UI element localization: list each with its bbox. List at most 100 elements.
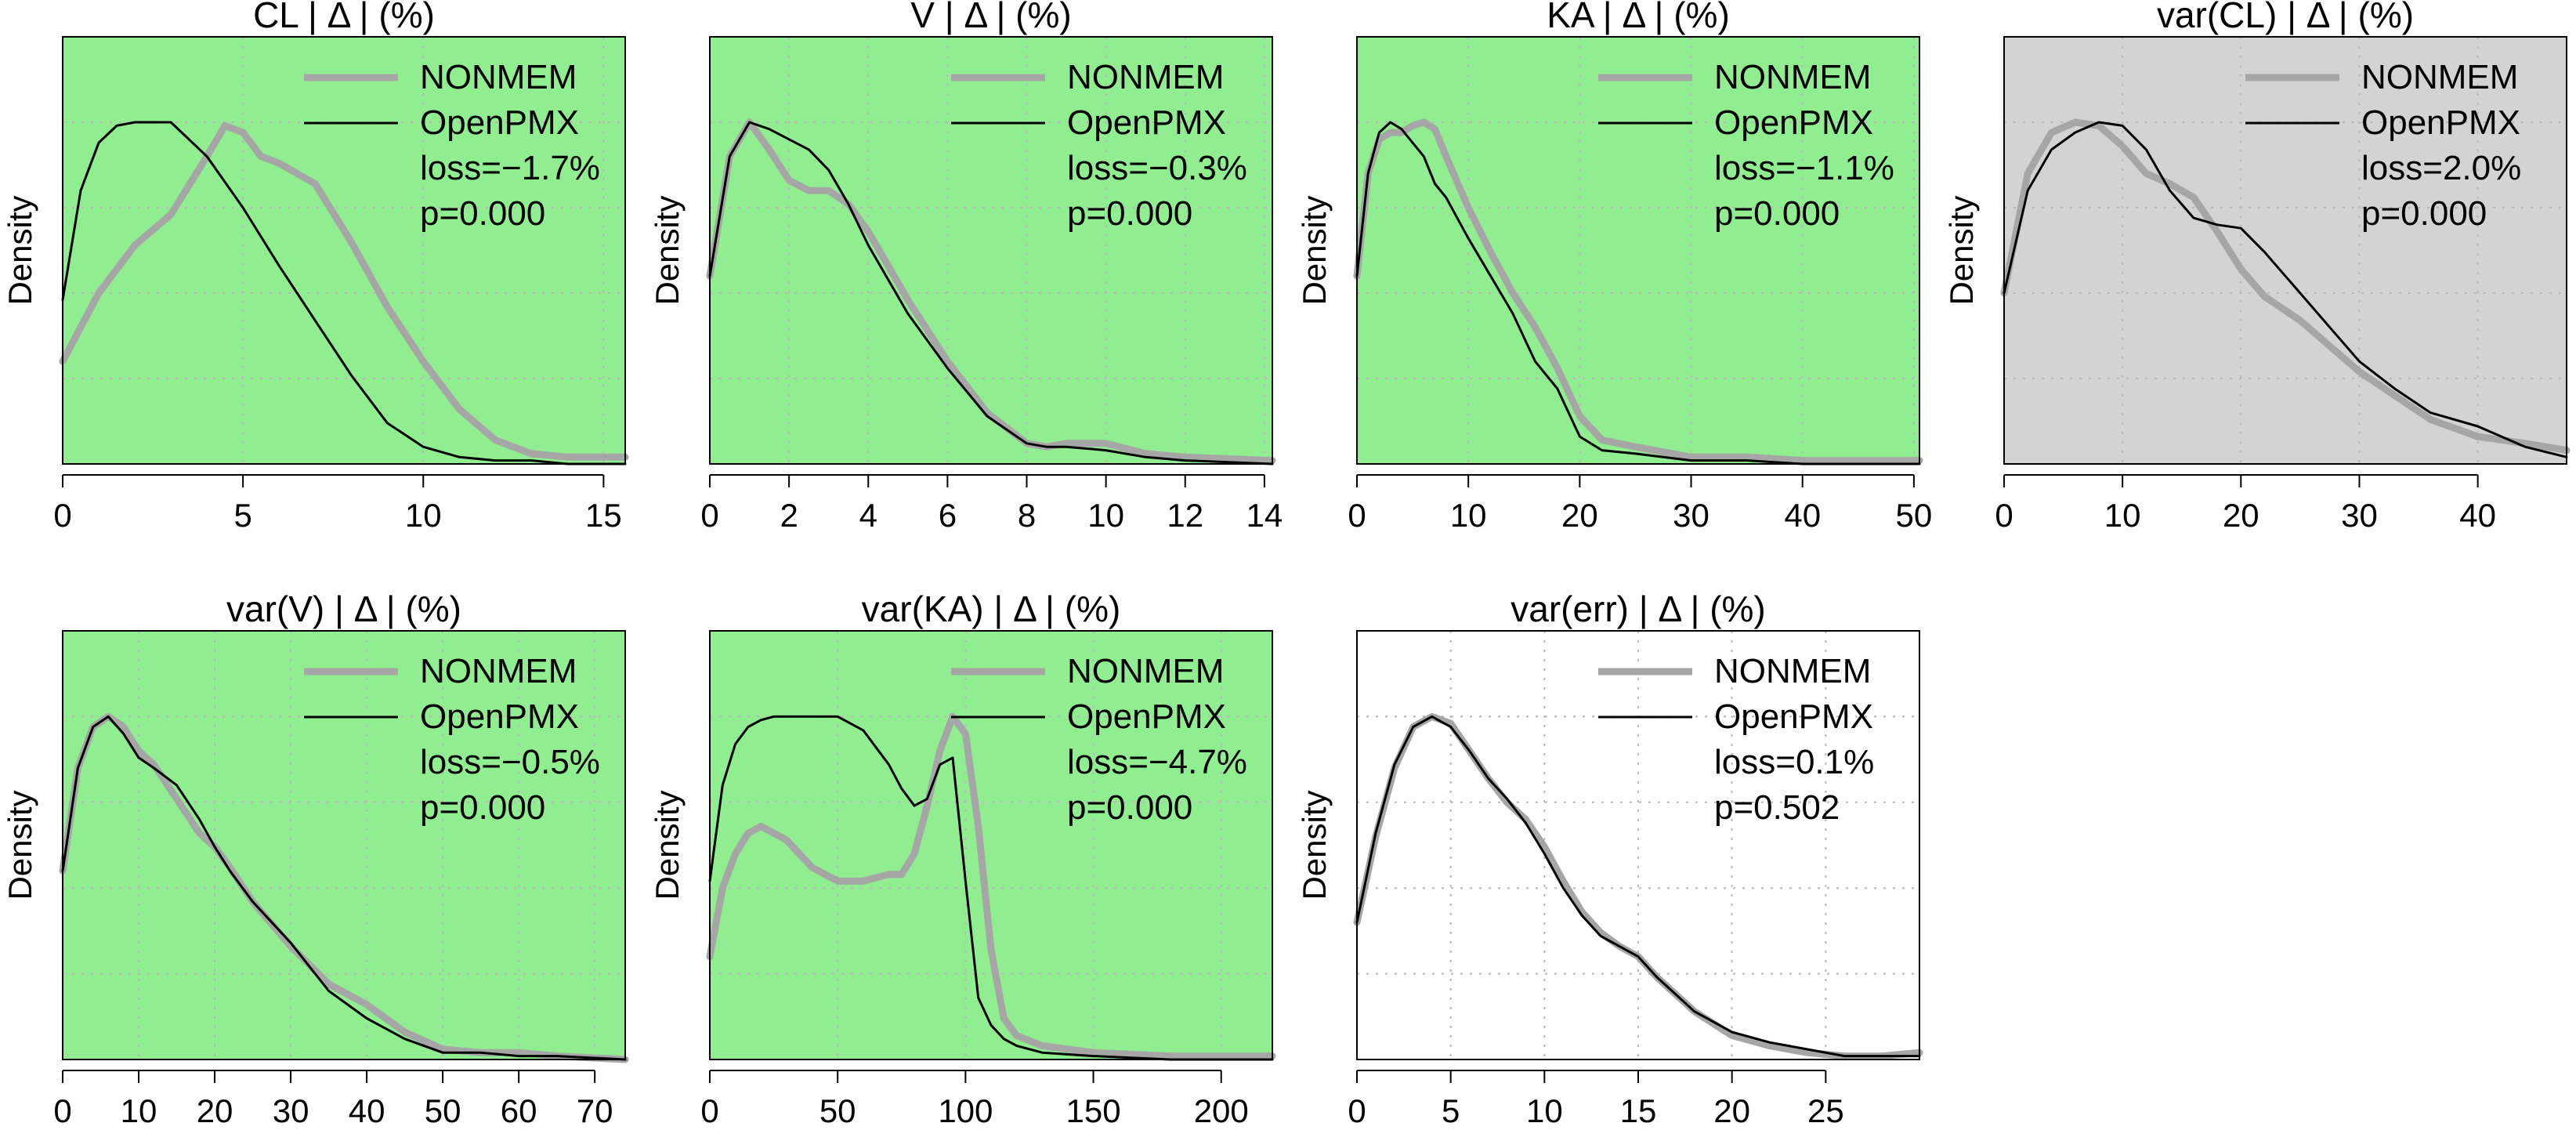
panel-7: var(err) | Δ | (%) Density 0 5 10 15 20 25 NONME… bbox=[1296, 589, 1923, 1129]
legend-label-openpmx: OpenPMX bbox=[1067, 697, 1226, 736]
x-axis: 0 50 100 150 200 bbox=[700, 1070, 1249, 1129]
panel-frame bbox=[2003, 36, 2567, 465]
x-tick-label: 10 bbox=[405, 497, 442, 534]
panel-background bbox=[710, 37, 1272, 464]
x-tick-label: 50 bbox=[819, 1092, 856, 1129]
panel-title: V | Δ | (%) bbox=[910, 0, 1071, 35]
y-axis-label: Density bbox=[1296, 790, 1333, 900]
panel-title: var(CL) | Δ | (%) bbox=[2157, 0, 2414, 35]
x-tick-label: 200 bbox=[1194, 1092, 1249, 1129]
x-tick-label: 40 bbox=[1784, 497, 1821, 534]
x-tick-label: 15 bbox=[585, 497, 622, 534]
x-tick-label: 10 bbox=[2104, 497, 2141, 534]
y-axis-label: Density bbox=[1943, 195, 1980, 305]
x-tick-label: 15 bbox=[1620, 1092, 1657, 1129]
x-tick-label: 0 bbox=[1995, 497, 2013, 534]
panel-frame bbox=[1356, 36, 1920, 465]
series-line-openpmx bbox=[1355, 121, 1921, 465]
x-tick-label: 10 bbox=[1526, 1092, 1563, 1129]
series-line-nonmem bbox=[2000, 118, 2571, 455]
loss-statistic: loss=0.1% bbox=[1714, 743, 1874, 781]
x-tick-label: 0 bbox=[1348, 497, 1366, 534]
legend: NONMEM OpenPMX loss=−4.7% p=0.000 bbox=[951, 652, 1247, 827]
series-line-openpmx bbox=[61, 121, 627, 465]
series-line-nonmem bbox=[706, 118, 1276, 465]
legend-label-nonmem: NONMEM bbox=[1067, 652, 1224, 690]
series-line-nonmem bbox=[1353, 118, 1923, 465]
series-line-openpmx bbox=[1355, 715, 1921, 1058]
x-tick-label: 8 bbox=[1018, 497, 1036, 534]
x-tick-label: 20 bbox=[197, 1092, 233, 1129]
y-axis-label: Density bbox=[649, 195, 686, 305]
p-value-statistic: p=0.000 bbox=[1067, 194, 1192, 233]
panel-title: KA | Δ | (%) bbox=[1547, 0, 1730, 35]
legend: NONMEM OpenPMX loss=−1.1% p=0.000 bbox=[1598, 58, 1894, 233]
x-tick-label: 10 bbox=[1087, 497, 1124, 534]
legend-label-nonmem: NONMEM bbox=[420, 652, 577, 690]
x-tick-label: 20 bbox=[2223, 497, 2259, 534]
panel-background bbox=[710, 631, 1272, 1060]
x-axis: 0 5 10 15 20 25 bbox=[1348, 1070, 1844, 1129]
x-tick-label: 30 bbox=[1673, 497, 1709, 534]
loss-statistic: loss=−0.3% bbox=[1067, 149, 1247, 187]
series-line-openpmx bbox=[708, 121, 1274, 465]
x-tick-label: 0 bbox=[53, 1092, 71, 1129]
legend: NONMEM OpenPMX loss=−1.7% p=0.000 bbox=[304, 58, 600, 233]
x-tick-label: 60 bbox=[501, 1092, 537, 1129]
x-tick-label: 0 bbox=[700, 497, 718, 534]
p-value-statistic: p=0.000 bbox=[1714, 194, 1840, 233]
x-axis: 0 10 20 30 40 50 bbox=[1348, 474, 1932, 534]
legend-label-nonmem: NONMEM bbox=[1067, 58, 1224, 96]
panel-frame bbox=[62, 630, 626, 1060]
panel-frame bbox=[709, 630, 1273, 1060]
x-tick-label: 40 bbox=[349, 1092, 385, 1129]
series-line-openpmx bbox=[61, 715, 627, 1061]
series-line-nonmem bbox=[59, 121, 629, 461]
p-value-statistic: p=0.000 bbox=[2361, 194, 2487, 233]
x-tick-label: 5 bbox=[233, 497, 251, 534]
series-line-nonmem bbox=[706, 712, 1276, 1060]
x-tick-label: 25 bbox=[1807, 1092, 1844, 1129]
x-tick-label: 0 bbox=[700, 1092, 718, 1129]
x-tick-label: 50 bbox=[425, 1092, 461, 1129]
y-axis-label: Density bbox=[2, 195, 38, 305]
legend-label-nonmem: NONMEM bbox=[2361, 58, 2518, 96]
panel-frame bbox=[709, 36, 1273, 465]
legend-label-openpmx: OpenPMX bbox=[420, 103, 579, 142]
x-tick-label: 100 bbox=[938, 1092, 993, 1129]
panel-frame bbox=[1356, 630, 1920, 1060]
x-tick-label: 40 bbox=[2459, 497, 2496, 534]
p-value-statistic: p=0.502 bbox=[1714, 788, 1840, 827]
loss-statistic: loss=2.0% bbox=[2361, 149, 2521, 187]
panel-background bbox=[1357, 37, 1919, 464]
panel-1: CL | Δ | (%) Density 0 5 10 15 NONMEM OpenPMX lo… bbox=[2, 0, 629, 534]
series-line-openpmx bbox=[708, 715, 1274, 1061]
panel-title: var(KA) | Δ | (%) bbox=[862, 589, 1121, 629]
legend: NONMEM OpenPMX loss=−0.5% p=0.000 bbox=[304, 652, 600, 827]
panel-4: var(CL) | Δ | (%) Density 0 10 20 30 40 NONMEM O… bbox=[1943, 0, 2571, 534]
loss-statistic: loss=−1.7% bbox=[420, 149, 600, 187]
x-tick-label: 6 bbox=[939, 497, 957, 534]
x-tick-label: 150 bbox=[1066, 1092, 1121, 1129]
x-tick-label: 30 bbox=[2341, 497, 2378, 534]
p-value-statistic: p=0.000 bbox=[1067, 788, 1192, 827]
x-tick-label: 0 bbox=[1348, 1092, 1366, 1129]
x-tick-label: 0 bbox=[53, 497, 71, 534]
panel-title: var(V) | Δ | (%) bbox=[226, 589, 461, 629]
loss-statistic: loss=−1.1% bbox=[1714, 149, 1894, 187]
x-tick-label: 20 bbox=[1713, 1092, 1750, 1129]
p-value-statistic: p=0.000 bbox=[420, 194, 545, 233]
panel-title: CL | Δ | (%) bbox=[253, 0, 435, 35]
x-axis: 0 2 4 6 8 10 12 14 bbox=[700, 474, 1283, 534]
y-axis-label: Density bbox=[2, 790, 38, 900]
x-tick-label: 4 bbox=[859, 497, 877, 534]
x-axis: 0 5 10 15 bbox=[53, 474, 622, 534]
legend-label-nonmem: NONMEM bbox=[1714, 58, 1871, 96]
legend-label-openpmx: OpenPMX bbox=[1714, 697, 1873, 736]
panel-background bbox=[2004, 37, 2567, 464]
x-axis: 0 10 20 30 40 bbox=[1995, 474, 2496, 534]
x-tick-label: 10 bbox=[121, 1092, 157, 1129]
x-tick-label: 5 bbox=[1442, 1092, 1460, 1129]
panel-title: var(err) | Δ | (%) bbox=[1511, 589, 1766, 629]
